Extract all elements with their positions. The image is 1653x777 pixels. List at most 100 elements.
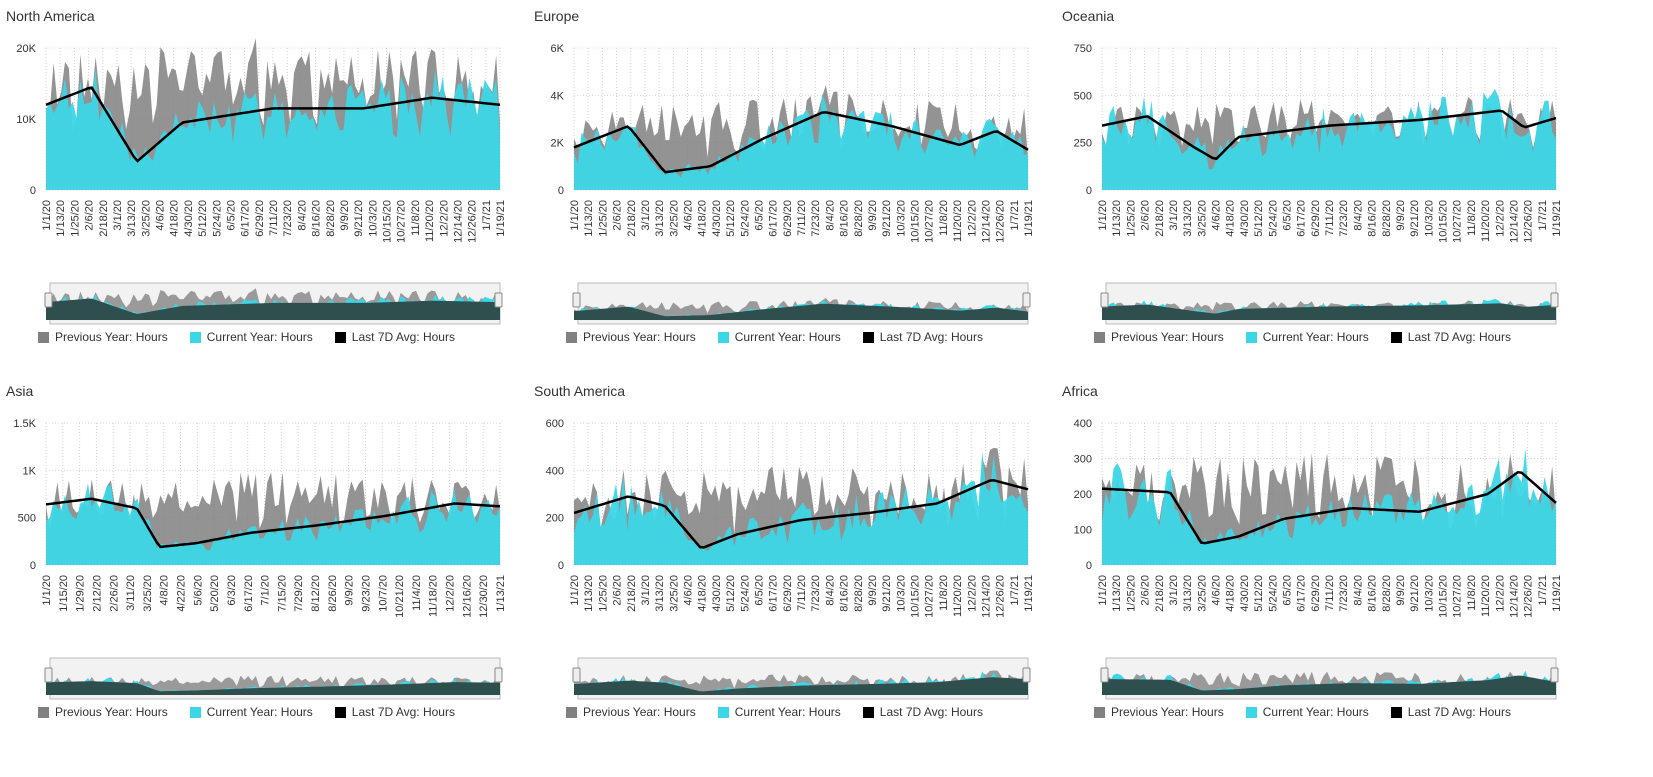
x-tick-label: 12/14/20 xyxy=(1508,200,1520,243)
x-tick-label: 7/11/20 xyxy=(268,200,280,236)
x-tick-label: 12/14/20 xyxy=(980,575,992,618)
navigator-handle-left[interactable] xyxy=(44,667,53,683)
navigator-series-avg xyxy=(574,677,1028,695)
x-tick-label: 8/4/20 xyxy=(1352,575,1364,606)
navigator-handle-right[interactable] xyxy=(1022,667,1031,683)
x-tick-label: 8/4/20 xyxy=(1352,200,1364,231)
navigator-handle-left[interactable] xyxy=(572,292,581,308)
x-tick-label: 8/28/20 xyxy=(853,575,865,612)
navigator-handle-right[interactable] xyxy=(1550,667,1559,683)
legend-label: Previous Year: Hours xyxy=(55,330,168,344)
x-tick-label: 1/1/20 xyxy=(1097,575,1109,606)
x-tick-label: 1/13/20 xyxy=(1111,575,1123,612)
x-tick-label: 6/29/20 xyxy=(254,200,266,237)
x-tick-label: 12/30/20 xyxy=(478,575,490,618)
legend-item-last-7d-avg[interactable]: Last 7D Avg: Hours xyxy=(1390,705,1511,719)
legend-item-previous-year[interactable]: Previous Year: Hours xyxy=(1094,705,1224,719)
navigator-handle-left[interactable] xyxy=(572,667,581,683)
legend-label: Previous Year: Hours xyxy=(1111,330,1224,344)
legend-swatch xyxy=(189,706,201,718)
chart-legend: Previous Year: Hours Current Year: Hours L… xyxy=(38,705,455,719)
legend-item-last-7d-avg[interactable]: Last 7D Avg: Hours xyxy=(334,330,455,344)
legend-swatch xyxy=(1245,331,1257,343)
x-tick-label: 1/13/20 xyxy=(55,200,67,237)
x-tick-label: 7/11/20 xyxy=(1324,575,1336,611)
navigator-handle-right[interactable] xyxy=(494,667,503,683)
x-tick-label: 6/29/20 xyxy=(782,575,794,612)
y-tick-label: 0 xyxy=(30,185,36,197)
y-tick-label: 10K xyxy=(16,114,36,126)
x-tick-label: 10/27/20 xyxy=(1452,575,1464,618)
x-tick-label: 2/6/20 xyxy=(1140,200,1152,231)
x-tick-label: 3/13/20 xyxy=(126,200,138,237)
y-tick-label: 400 xyxy=(1074,418,1092,430)
legend-item-current-year[interactable]: Current Year: Hours xyxy=(717,330,841,344)
x-tick-label: 12/26/20 xyxy=(995,575,1007,618)
chart-legend: Previous Year: Hours Current Year: Hours L… xyxy=(38,330,455,344)
legend-item-previous-year[interactable]: Previous Year: Hours xyxy=(1094,330,1224,344)
x-tick-label: 8/28/20 xyxy=(1381,575,1393,612)
legend-item-last-7d-avg[interactable]: Last 7D Avg: Hours xyxy=(1390,330,1511,344)
x-tick-label: 1/29/20 xyxy=(75,575,87,612)
x-tick-label: 7/1/20 xyxy=(260,575,272,606)
x-tick-label: 5/12/20 xyxy=(725,200,737,237)
navigator-handle-right[interactable] xyxy=(494,292,503,308)
y-tick-label: 200 xyxy=(1074,489,1092,501)
chart-panel-oceania: Oceania 0 250 500 750 1/1/20 1/13/20 1/25/20 2/6… xyxy=(1056,0,1576,380)
y-tick-label: 4K xyxy=(551,90,565,102)
x-tick-label: 10/27/20 xyxy=(1452,200,1464,243)
navigator-handle-left[interactable] xyxy=(44,292,53,308)
x-tick-label: 2/6/20 xyxy=(612,200,624,231)
x-tick-label: 12/16/20 xyxy=(461,575,473,618)
x-tick-label: 2/6/20 xyxy=(612,575,624,606)
legend-item-previous-year[interactable]: Previous Year: Hours xyxy=(38,705,168,719)
legend-item-previous-year[interactable]: Previous Year: Hours xyxy=(566,705,696,719)
legend-swatch xyxy=(1390,331,1402,343)
navigator-handle-right[interactable] xyxy=(1022,292,1031,308)
x-tick-label: 4/30/20 xyxy=(1239,200,1251,237)
x-tick-label: 3/13/20 xyxy=(1182,575,1194,612)
x-tick-label: 8/28/20 xyxy=(1381,200,1393,237)
x-tick-label: 6/5/20 xyxy=(225,200,237,231)
legend-item-previous-year[interactable]: Previous Year: Hours xyxy=(566,330,696,344)
legend-item-current-year[interactable]: Current Year: Hours xyxy=(1245,705,1369,719)
x-tick-label: 6/17/20 xyxy=(1296,200,1308,237)
x-tick-label: 3/13/20 xyxy=(654,200,666,237)
legend-item-current-year[interactable]: Current Year: Hours xyxy=(189,705,313,719)
x-tick-label: 1/25/20 xyxy=(1125,575,1137,612)
x-tick-label: 10/27/20 xyxy=(396,200,408,243)
series-last-7d-avg xyxy=(1101,109,1557,161)
legend-item-previous-year[interactable]: Previous Year: Hours xyxy=(38,330,168,344)
chart-svg: 0 500 1K 1.5K 1/1/20 1/15/20 1/29/20 2/12/20 2/2… xyxy=(13,418,507,700)
x-tick-label: 6/5/20 xyxy=(753,575,765,606)
x-tick-label: 11/20/20 xyxy=(952,200,964,242)
y-tick-label: 500 xyxy=(1074,90,1092,102)
x-tick-label: 1/1/20 xyxy=(569,200,581,231)
y-tick-label: 750 xyxy=(1074,43,1092,55)
x-tick-label: 12/26/20 xyxy=(1523,200,1535,243)
y-tick-label: 250 xyxy=(1074,138,1092,150)
x-tick-label: 9/9/20 xyxy=(344,575,356,606)
legend-item-last-7d-avg[interactable]: Last 7D Avg: Hours xyxy=(862,705,983,719)
x-tick-label: 10/15/20 xyxy=(910,200,922,243)
x-tick-label: 9/21/20 xyxy=(353,200,365,237)
x-tick-label: 3/25/20 xyxy=(142,575,154,612)
y-tick-label: 0 xyxy=(1086,185,1092,197)
navigator-handle-left[interactable] xyxy=(1100,292,1109,308)
legend-swatch xyxy=(1245,706,1257,718)
legend-item-last-7d-avg[interactable]: Last 7D Avg: Hours xyxy=(334,705,455,719)
legend-item-current-year[interactable]: Current Year: Hours xyxy=(1245,330,1369,344)
navigator-handle-right[interactable] xyxy=(1550,292,1559,308)
x-tick-label: 8/28/20 xyxy=(325,200,337,237)
legend-swatch xyxy=(862,706,874,718)
x-tick-label: 2/18/20 xyxy=(626,575,638,612)
x-tick-label: 5/12/20 xyxy=(1253,575,1265,612)
x-tick-label: 4/22/20 xyxy=(176,575,188,612)
legend-item-current-year[interactable]: Current Year: Hours xyxy=(717,705,841,719)
chart-title: Asia xyxy=(6,383,34,399)
x-tick-label: 9/9/20 xyxy=(339,200,351,231)
legend-item-current-year[interactable]: Current Year: Hours xyxy=(189,330,313,344)
navigator-handle-left[interactable] xyxy=(1100,667,1109,683)
legend-item-last-7d-avg[interactable]: Last 7D Avg: Hours xyxy=(862,330,983,344)
x-tick-label: 9/9/20 xyxy=(1395,200,1407,231)
